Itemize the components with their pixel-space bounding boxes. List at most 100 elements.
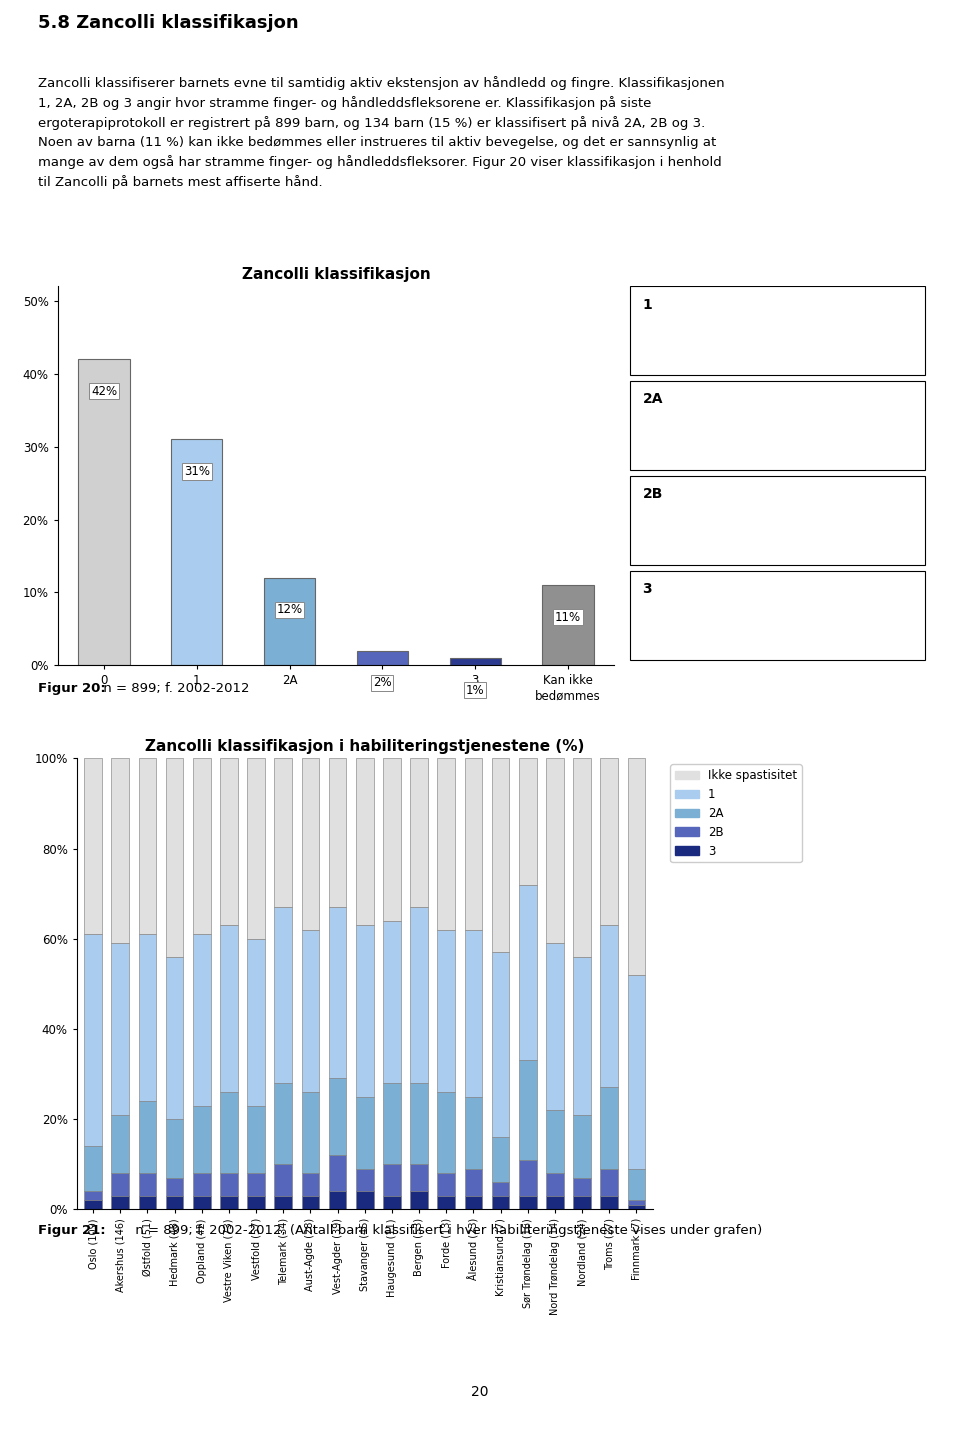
Bar bbox=[84, 1191, 102, 1201]
Text: 1%: 1% bbox=[466, 684, 485, 697]
Bar bbox=[519, 1060, 537, 1159]
Bar bbox=[465, 758, 482, 930]
Bar bbox=[542, 585, 593, 665]
Bar bbox=[573, 1115, 591, 1178]
Bar bbox=[328, 907, 347, 1079]
Bar bbox=[519, 1159, 537, 1196]
Bar bbox=[328, 1079, 347, 1155]
Bar bbox=[193, 758, 210, 934]
FancyBboxPatch shape bbox=[630, 571, 925, 660]
Bar bbox=[492, 952, 510, 1138]
Bar bbox=[301, 930, 320, 1092]
Bar bbox=[301, 1092, 320, 1173]
Bar bbox=[546, 943, 564, 1110]
Bar bbox=[628, 975, 645, 1169]
Bar bbox=[193, 934, 210, 1106]
Bar bbox=[220, 1092, 238, 1173]
Bar bbox=[356, 1169, 373, 1191]
Bar bbox=[546, 1110, 564, 1173]
Bar bbox=[301, 1173, 320, 1196]
Bar bbox=[328, 758, 347, 907]
Text: Figur 20:: Figur 20: bbox=[38, 681, 107, 695]
Text: 11%: 11% bbox=[555, 611, 581, 624]
Title: Zancolli klassifikasjon: Zancolli klassifikasjon bbox=[242, 268, 430, 282]
Bar bbox=[248, 1106, 265, 1173]
Bar bbox=[166, 1196, 183, 1209]
Bar bbox=[465, 1096, 482, 1169]
Text: n = 899; f. 2002-2012, (Antall barn klassifisert i hver habiliteringstjeneste vi: n = 899; f. 2002-2012, (Antall barn klas… bbox=[132, 1224, 762, 1236]
Bar bbox=[248, 939, 265, 1106]
Text: 2A: 2A bbox=[642, 392, 663, 406]
Bar bbox=[465, 1169, 482, 1196]
Bar bbox=[356, 758, 373, 926]
Bar bbox=[601, 1169, 618, 1196]
Bar bbox=[383, 1196, 401, 1209]
Bar bbox=[328, 1191, 347, 1209]
Bar bbox=[573, 758, 591, 957]
Bar bbox=[438, 1196, 455, 1209]
Bar bbox=[546, 1173, 564, 1196]
Bar bbox=[492, 758, 510, 952]
Bar bbox=[410, 907, 428, 1083]
Bar bbox=[546, 1196, 564, 1209]
Bar bbox=[492, 1196, 510, 1209]
Text: 42%: 42% bbox=[91, 385, 117, 398]
Bar bbox=[111, 943, 129, 1115]
FancyBboxPatch shape bbox=[630, 286, 925, 375]
Bar bbox=[383, 920, 401, 1083]
Bar bbox=[275, 1196, 292, 1209]
Bar bbox=[166, 1119, 183, 1178]
FancyBboxPatch shape bbox=[630, 381, 925, 471]
Bar bbox=[84, 758, 102, 934]
Bar bbox=[248, 758, 265, 939]
Bar bbox=[111, 1196, 129, 1209]
Text: 12%: 12% bbox=[276, 604, 302, 617]
Bar bbox=[383, 1165, 401, 1196]
Bar bbox=[628, 1205, 645, 1209]
Bar bbox=[492, 1182, 510, 1196]
Bar bbox=[138, 1173, 156, 1196]
FancyBboxPatch shape bbox=[630, 475, 925, 565]
Bar bbox=[138, 934, 156, 1100]
Text: n = 899; f. 2002-2012: n = 899; f. 2002-2012 bbox=[99, 681, 250, 695]
Bar bbox=[465, 930, 482, 1096]
Bar bbox=[601, 926, 618, 1088]
Bar bbox=[84, 1201, 102, 1209]
Title: Zancolli klassifikasjon i habiliteringstjenestene (%): Zancolli klassifikasjon i habiliteringst… bbox=[145, 740, 585, 754]
Bar bbox=[84, 1146, 102, 1191]
Bar bbox=[84, 934, 102, 1146]
Bar bbox=[438, 1173, 455, 1196]
Bar bbox=[546, 758, 564, 943]
Bar bbox=[166, 758, 183, 957]
Bar bbox=[220, 926, 238, 1092]
Text: 20: 20 bbox=[471, 1385, 489, 1398]
Bar bbox=[410, 1083, 428, 1165]
Text: 2%: 2% bbox=[373, 677, 392, 690]
Bar bbox=[111, 1115, 129, 1173]
Bar bbox=[573, 1196, 591, 1209]
Bar bbox=[492, 1138, 510, 1182]
Text: Zancolli klassifiserer barnets evne til samtidig aktiv ekstensjon av håndledd og: Zancolli klassifiserer barnets evne til … bbox=[38, 76, 725, 189]
Bar bbox=[465, 1196, 482, 1209]
Bar bbox=[301, 758, 320, 930]
Bar bbox=[275, 907, 292, 1083]
Bar bbox=[519, 758, 537, 884]
Bar bbox=[356, 926, 373, 1096]
Bar bbox=[573, 957, 591, 1115]
Bar bbox=[111, 758, 129, 943]
Bar bbox=[410, 1165, 428, 1191]
Bar bbox=[166, 1178, 183, 1196]
Bar bbox=[275, 1083, 292, 1165]
Bar bbox=[601, 758, 618, 926]
Bar bbox=[275, 758, 292, 907]
Bar bbox=[193, 1106, 210, 1173]
Bar bbox=[573, 1178, 591, 1196]
Bar bbox=[601, 1088, 618, 1169]
Bar bbox=[438, 930, 455, 1092]
Bar bbox=[171, 439, 223, 665]
Bar bbox=[383, 758, 401, 920]
Bar bbox=[193, 1173, 210, 1196]
Bar bbox=[438, 1092, 455, 1173]
Bar bbox=[410, 758, 428, 907]
Bar bbox=[519, 884, 537, 1060]
